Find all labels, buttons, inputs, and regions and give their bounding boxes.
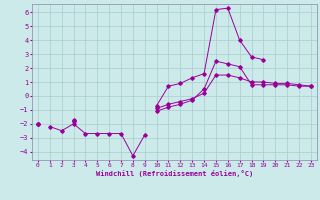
X-axis label: Windchill (Refroidissement éolien,°C): Windchill (Refroidissement éolien,°C) (96, 170, 253, 177)
